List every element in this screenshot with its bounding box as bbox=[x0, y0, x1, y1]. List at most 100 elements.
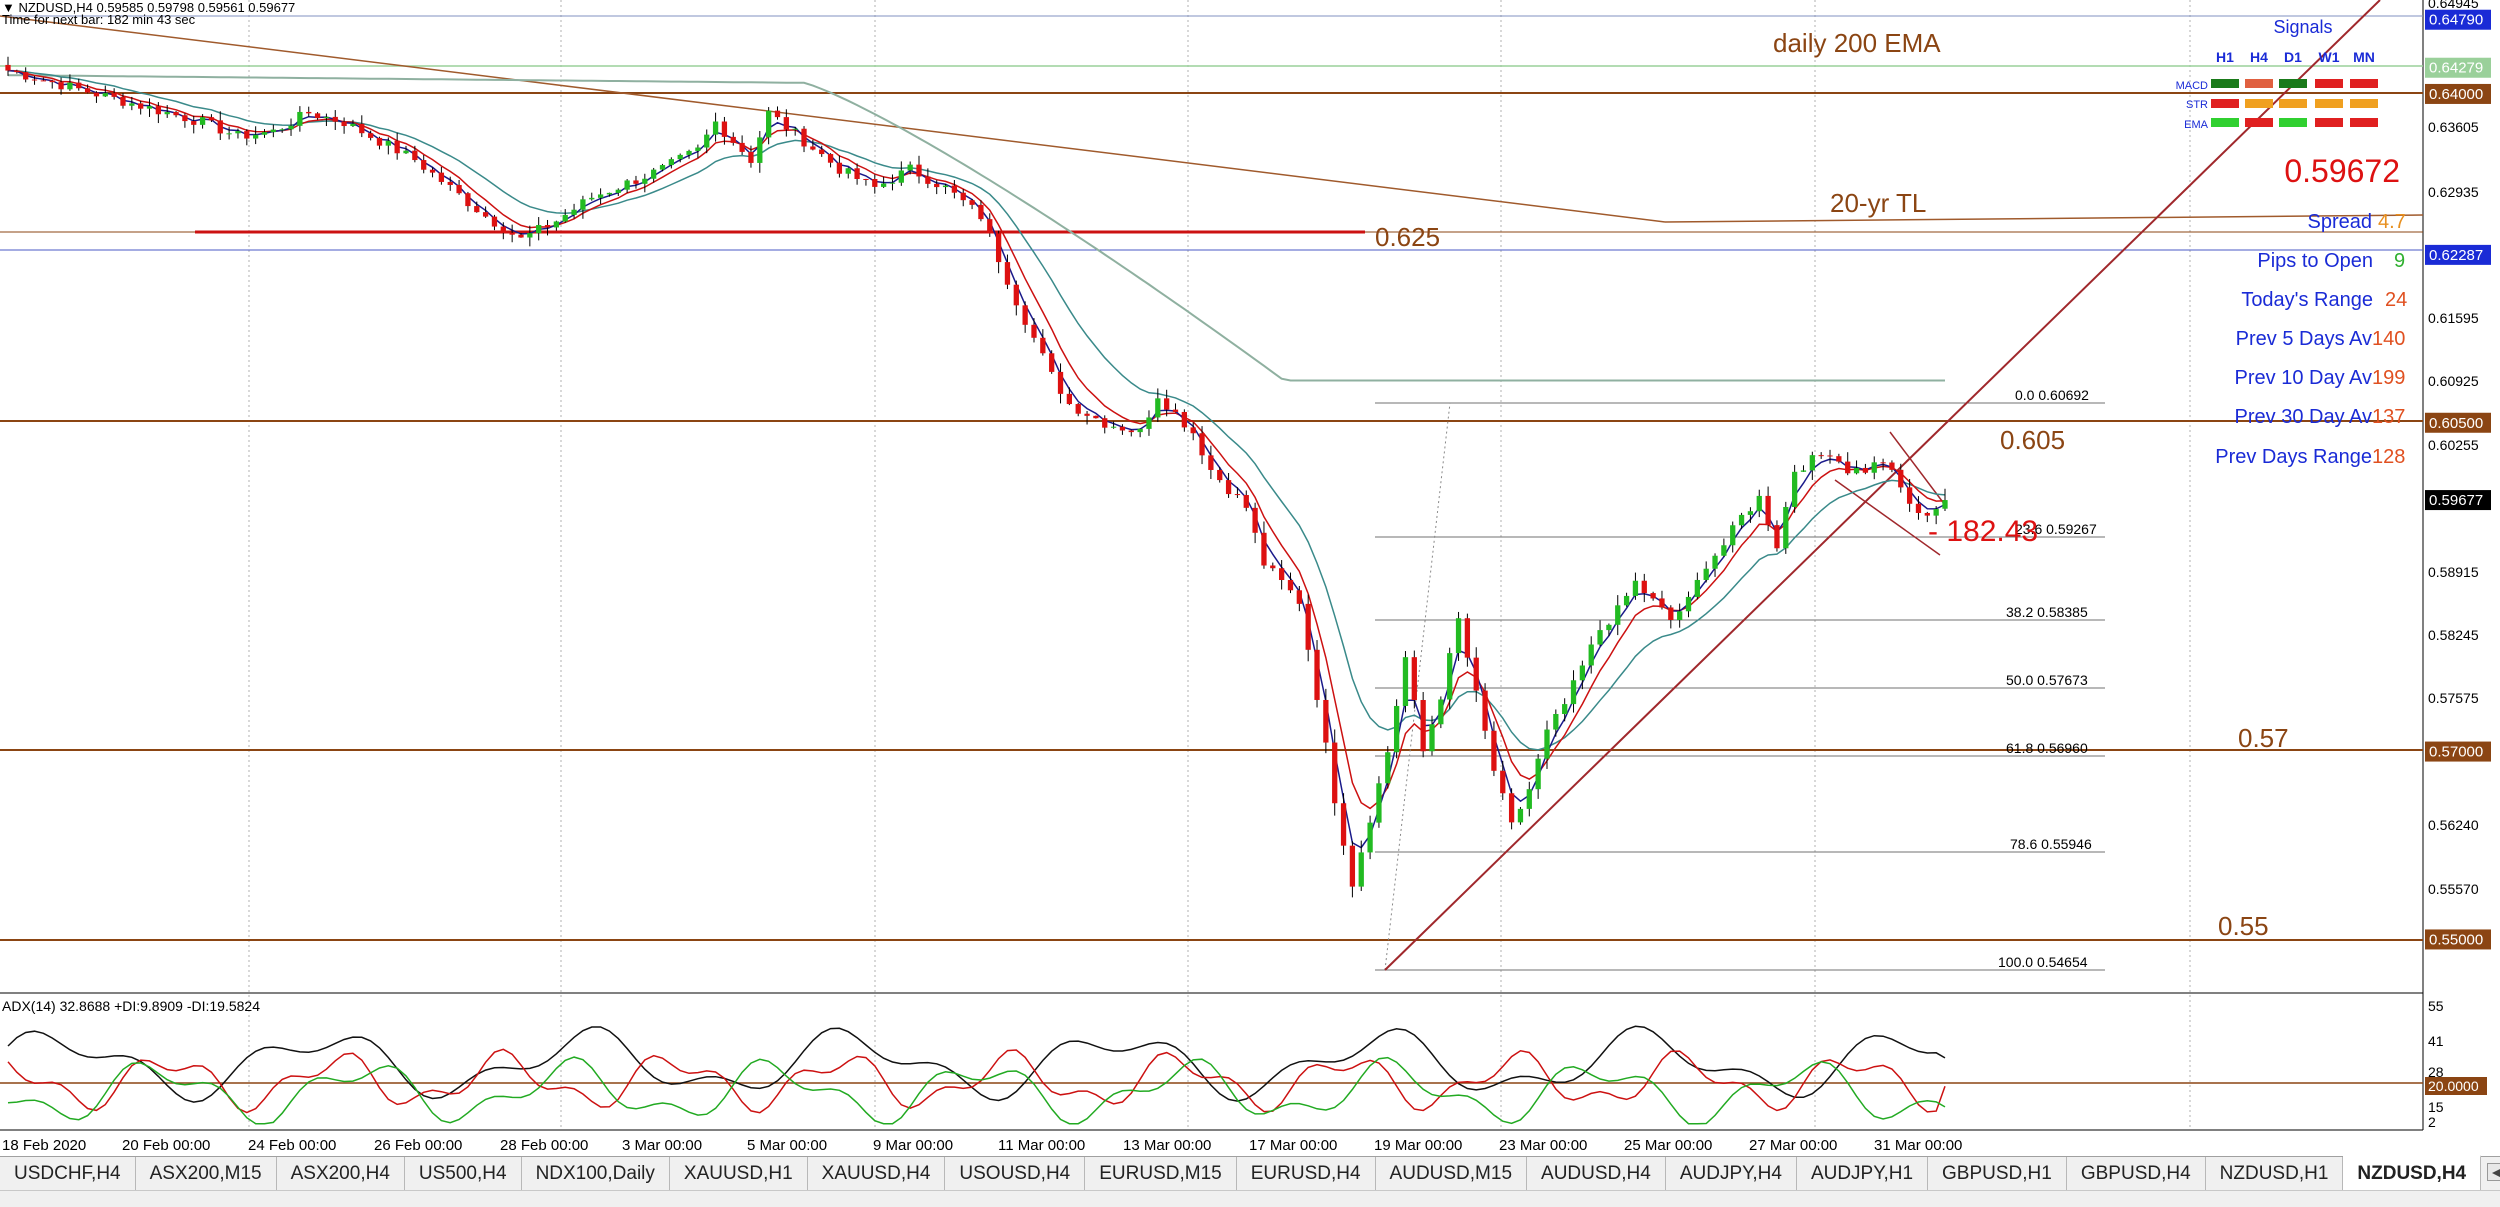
candle-body bbox=[1809, 455, 1815, 471]
pips-open-value: 9 bbox=[2394, 250, 2405, 272]
tab-us500-h4[interactable]: US500,H4 bbox=[405, 1157, 522, 1191]
candle-body bbox=[757, 137, 763, 163]
tab-gbpusd-h4[interactable]: GBPUSD,H4 bbox=[2067, 1157, 2206, 1191]
price-tick: 0.60925 bbox=[2428, 373, 2479, 389]
candle-body bbox=[182, 115, 188, 122]
candle-body bbox=[226, 133, 232, 135]
candle-body bbox=[1420, 700, 1426, 752]
candle-body bbox=[465, 193, 471, 207]
tab-audusd-m15[interactable]: AUDUSD,M15 bbox=[1376, 1157, 1528, 1191]
candle-body bbox=[969, 200, 975, 205]
candle-body bbox=[739, 142, 745, 152]
candle-body bbox=[863, 178, 869, 180]
candle-body bbox=[421, 160, 427, 170]
candle-body bbox=[1225, 480, 1232, 495]
time-label: 27 Mar 00:00 bbox=[1749, 1137, 1837, 1154]
tab-audjpy-h1[interactable]: AUDJPY,H1 bbox=[1797, 1157, 1929, 1191]
candle-body bbox=[827, 154, 834, 163]
tab-nzdusd-h4[interactable]: NZDUSD,H4 bbox=[2343, 1155, 2482, 1191]
candle-body bbox=[447, 181, 453, 185]
prev10-value: 199 bbox=[2372, 367, 2405, 389]
candle-body bbox=[1738, 514, 1745, 526]
candle-body bbox=[704, 134, 710, 148]
candle-body bbox=[1128, 430, 1134, 433]
status-bar bbox=[0, 1190, 2500, 1207]
tf-w1: W1 bbox=[2319, 49, 2340, 65]
tab-gbpusd-h1[interactable]: GBPUSD,H1 bbox=[1928, 1157, 2067, 1191]
candle-body bbox=[235, 131, 241, 134]
time-label: 23 Mar 00:00 bbox=[1499, 1137, 1587, 1154]
candle-body bbox=[889, 182, 896, 184]
candle-body bbox=[1217, 469, 1223, 481]
chart-background bbox=[0, 0, 2500, 1156]
candle-body bbox=[138, 103, 144, 109]
candle-body bbox=[1137, 428, 1143, 433]
tab-eurusd-h4[interactable]: EURUSD,H4 bbox=[1237, 1157, 1376, 1191]
candle-body bbox=[1305, 603, 1311, 650]
candle-body bbox=[1862, 467, 1869, 473]
time-label: 13 Mar 00:00 bbox=[1123, 1137, 1211, 1154]
tab-nzdusd-h1[interactable]: NZDUSD,H1 bbox=[2206, 1157, 2344, 1191]
candle-body bbox=[934, 183, 940, 188]
candle-body bbox=[1455, 618, 1462, 654]
tab-asx200-m15[interactable]: ASX200,M15 bbox=[136, 1157, 277, 1191]
candle-body bbox=[615, 189, 621, 193]
chart-header: ▼ NZDUSD,H4 0.59585 0.59798 0.59561 0.59… bbox=[2, 0, 295, 27]
today-range-value: 24 bbox=[2385, 289, 2407, 311]
price-box-label: 0.59677 bbox=[2429, 492, 2483, 509]
adx-label: ADX(14) 32.8688 +DI:9.8909 -DI:19.5824 bbox=[2, 998, 260, 1014]
candle-body bbox=[385, 140, 391, 146]
candle-body bbox=[642, 178, 648, 184]
candle-body bbox=[1517, 808, 1524, 823]
tab-scroll-controls: ◄► bbox=[2481, 1157, 2500, 1191]
candle-body bbox=[987, 219, 993, 234]
tf-h4: H4 bbox=[2250, 49, 2268, 65]
candle-body bbox=[1500, 770, 1506, 794]
tab-asx200-h4[interactable]: ASX200,H4 bbox=[277, 1157, 405, 1191]
candle-body bbox=[553, 221, 560, 228]
tab-xauusd-h1[interactable]: XAUUSD,H1 bbox=[670, 1157, 808, 1191]
candle-body bbox=[1756, 495, 1762, 512]
price-tick: 0.62935 bbox=[2428, 184, 2479, 200]
candle-body bbox=[1402, 657, 1409, 706]
candle-body bbox=[925, 176, 931, 184]
candle-body bbox=[1261, 532, 1267, 566]
candles bbox=[5, 56, 1948, 898]
time-label: 20 Feb 00:00 bbox=[122, 1137, 210, 1154]
tf-d1: D1 bbox=[2284, 49, 2302, 65]
tab-audjpy-h4[interactable]: AUDJPY,H4 bbox=[1666, 1157, 1797, 1191]
signal-cell bbox=[2245, 99, 2273, 108]
tab-usousd-h4[interactable]: USOUSD,H4 bbox=[945, 1157, 1086, 1191]
chart-area[interactable]: 0.0 0.60692 23.6 0.59267 38.2 0.58385 50… bbox=[0, 0, 2500, 1156]
candle-body bbox=[951, 185, 958, 193]
current-price: 0.59672 bbox=[2284, 153, 2400, 189]
candle-body bbox=[102, 93, 108, 97]
price-tick: 0.57575 bbox=[2428, 690, 2479, 706]
candle-body bbox=[1349, 845, 1356, 887]
price-box-label: 0.60500 bbox=[2429, 415, 2483, 432]
candle-body bbox=[1942, 500, 1948, 509]
candle-body bbox=[279, 129, 285, 131]
price-tick: 0.56240 bbox=[2428, 817, 2479, 833]
price-box bbox=[2425, 490, 2491, 511]
candle-body bbox=[1606, 624, 1612, 631]
tab-eurusd-m15[interactable]: EURUSD,M15 bbox=[1085, 1157, 1237, 1191]
ema-teal-line bbox=[7, 69, 1946, 751]
tab-scroll-left-icon[interactable]: ◄ bbox=[2487, 1163, 2500, 1181]
candle-body bbox=[164, 112, 170, 115]
candle-body bbox=[1102, 418, 1108, 428]
tab-xauusd-h4[interactable]: XAUUSD,H4 bbox=[808, 1157, 946, 1191]
trendline-20yr bbox=[0, 15, 1666, 223]
candle-body bbox=[306, 111, 312, 114]
tl-20yr-label: 20-yr TL bbox=[1830, 188, 1926, 218]
tab-usdchf-h4[interactable]: USDCHF,H4 bbox=[0, 1157, 136, 1191]
candle-body bbox=[589, 197, 595, 200]
price-box bbox=[2425, 929, 2491, 950]
tab-audusd-h4[interactable]: AUDUSD,H4 bbox=[1527, 1157, 1666, 1191]
price-box bbox=[2425, 9, 2491, 30]
candle-body bbox=[1650, 593, 1656, 599]
candle-body bbox=[208, 117, 215, 121]
candle-body bbox=[872, 178, 878, 187]
tab-ndx100-daily[interactable]: NDX100,Daily bbox=[522, 1157, 670, 1191]
candle-body bbox=[1323, 699, 1329, 743]
